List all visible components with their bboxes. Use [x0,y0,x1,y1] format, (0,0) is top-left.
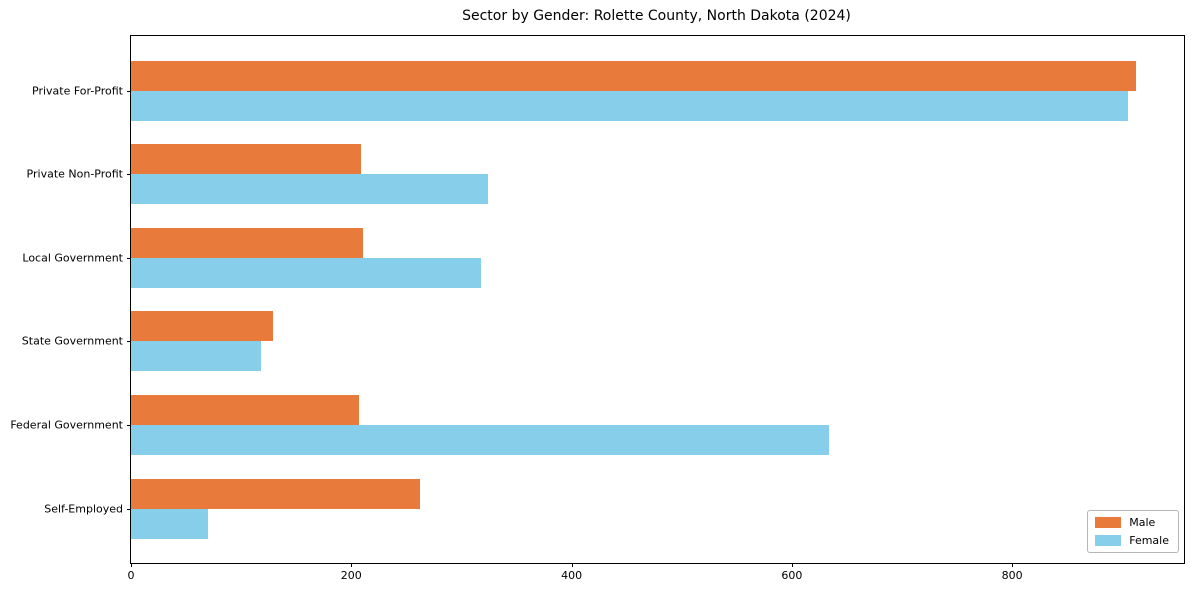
legend-entry-female: Female [1095,534,1169,547]
x-tick-mark [571,563,573,567]
bar-male-private-non-profit [131,144,362,175]
y-tick-label-private-for-profit: Private For-Profit [32,84,123,97]
y-tick-mark [127,257,131,259]
legend: Male Female [1087,510,1179,553]
bar-female-federal-government [131,424,830,455]
bar-female-self-employed [131,508,209,539]
bar-male-self-employed [131,478,420,509]
legend-label-female: Female [1129,534,1169,547]
y-tick-label-private-non-profit: Private Non-Profit [26,167,123,181]
bar-male-local-government [131,227,364,258]
x-tick-label-200: 200 [340,569,362,582]
plot-area: Private For-Profit Private Non-Profit Loca… [10,35,1185,582]
y-tick-label-federal-government: Federal Government [10,418,123,432]
y-tick-label-self-employed: Self-Employed [44,502,123,515]
x-tick-label-400: 400 [561,569,583,582]
bar-female-private-non-profit [131,174,488,205]
x-tick-label-600: 600 [781,569,803,582]
y-tick-mark [127,341,131,343]
x-tick-mark [1012,563,1014,567]
x-tick-mark [791,563,793,567]
legend-entry-male: Male [1095,516,1169,529]
bar-female-state-government [131,341,261,372]
legend-swatch-male [1095,517,1122,528]
x-tick-mark [131,563,132,567]
y-tick-mark [127,90,131,92]
y-tick-mark [127,174,131,176]
chart-title: Sector by Gender: Rolette County, North … [462,8,851,24]
legend-label-male: Male [1129,516,1156,529]
bar-female-private-for-profit [131,90,1128,121]
x-tick-mark [351,563,353,567]
y-tick-mark [127,508,131,510]
bar-female-local-government [131,257,482,288]
bar-male-federal-government [131,394,359,425]
bar-male-private-for-profit [131,60,1136,91]
y-tick-label-local-government: Local Government [22,251,123,265]
y-tick-mark [127,424,131,426]
legend-swatch-female [1095,535,1122,546]
x-tick-label-0: 0 [127,569,135,582]
bar-male-state-government [131,311,274,342]
x-tick-label-800: 800 [1001,569,1023,582]
y-tick-label-state-government: State Government [21,334,123,348]
